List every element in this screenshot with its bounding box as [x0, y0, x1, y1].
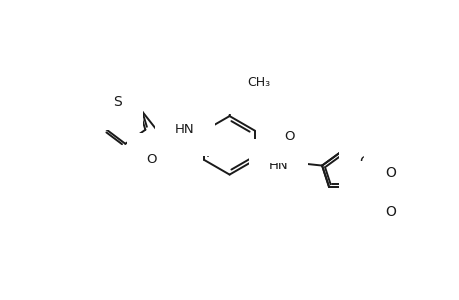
Text: N: N — [370, 182, 381, 196]
Text: CH₃: CH₃ — [247, 76, 270, 89]
Text: ⊕: ⊕ — [376, 173, 385, 183]
Text: O: O — [146, 153, 157, 166]
Text: O: O — [385, 205, 396, 219]
Text: O: O — [358, 155, 369, 169]
Text: S: S — [113, 95, 122, 109]
Text: O: O — [228, 81, 238, 94]
Text: HN: HN — [269, 159, 288, 172]
Text: O: O — [284, 130, 294, 143]
Text: O: O — [384, 166, 395, 180]
Text: HN: HN — [175, 123, 195, 136]
Text: −: − — [391, 160, 400, 174]
